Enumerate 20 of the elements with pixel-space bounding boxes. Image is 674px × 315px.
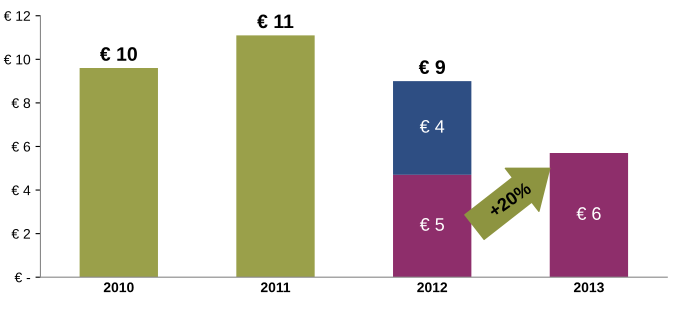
y-tick-label: € 8	[12, 98, 30, 108]
bar	[80, 68, 158, 278]
y-tick-label: € -	[14, 272, 30, 282]
y-tick-label: € 12	[4, 11, 30, 21]
x-tick-label: 2012	[417, 282, 448, 292]
data-label: € 5	[420, 218, 444, 231]
bar	[393, 81, 472, 175]
total-label: € 10	[100, 47, 137, 61]
y-tick-label: € 10	[4, 54, 30, 64]
total-label: € 11	[257, 14, 294, 28]
bar	[236, 35, 315, 278]
total-label: € 9	[418, 60, 445, 74]
x-tick-label: 2011	[260, 282, 290, 292]
x-tick-label: 2010	[104, 282, 134, 292]
x-tick-label: 2013	[574, 282, 604, 292]
data-label: € 6	[576, 207, 601, 220]
y-tick-label: € 4	[12, 185, 30, 196]
y-tick-label: € 2	[12, 228, 30, 239]
y-tick-label: € 6	[12, 142, 30, 152]
data-label: € 4	[420, 120, 444, 133]
